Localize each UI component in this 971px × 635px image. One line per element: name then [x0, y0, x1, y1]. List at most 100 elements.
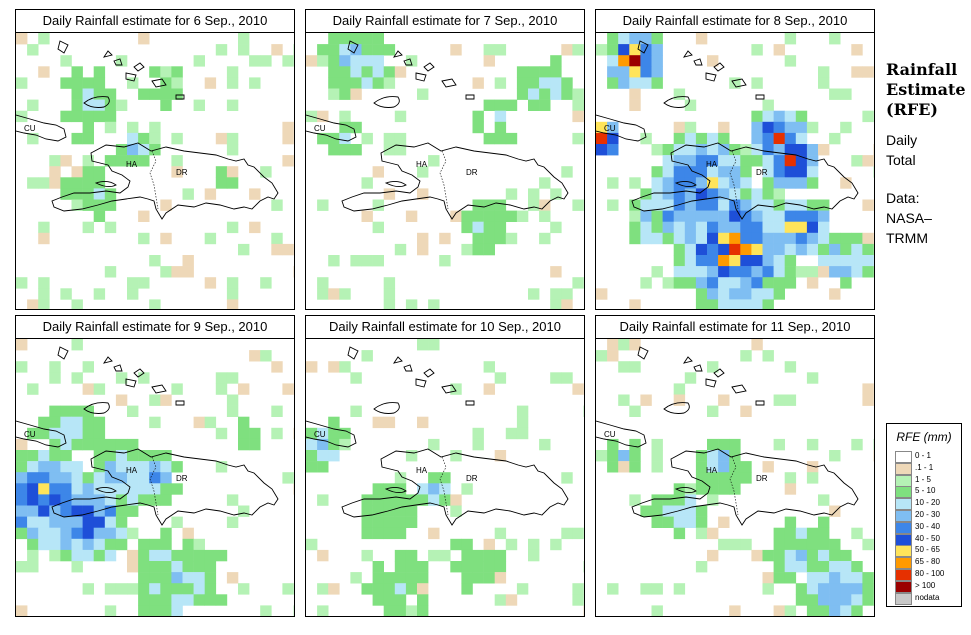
rainfall-cell [483, 361, 495, 373]
rainfall-cell [740, 155, 752, 167]
rainfall-cell [784, 144, 797, 156]
rainfall-cell [806, 210, 819, 222]
rainfall-cell [372, 505, 384, 517]
rainfall-cell [417, 416, 429, 429]
rainfall-cell [818, 66, 830, 78]
rainfall-cell [472, 427, 484, 440]
rainfall-cell [350, 144, 362, 156]
rainfall-cell [49, 372, 61, 384]
rainfall-cell [16, 277, 28, 289]
rainfall-cell [16, 438, 28, 451]
rainfall-cell [115, 483, 128, 495]
rainfall-cell [729, 232, 741, 245]
rainfall-cell [729, 438, 741, 451]
rainfall-cell [461, 583, 473, 595]
rainfall-cell [104, 549, 117, 562]
rainfall-cell [394, 66, 407, 78]
rainfall-cell [773, 255, 785, 267]
rainfall-cell [171, 594, 183, 606]
rainfall-cell [383, 594, 396, 606]
bahamas-island [133, 62, 145, 72]
rainfall-cell [417, 88, 429, 100]
rainfall-cell [651, 505, 663, 517]
rainfall-cell [773, 110, 785, 123]
rainfall-cell [115, 461, 128, 473]
bahamas-island [102, 356, 113, 364]
rainfall-cell [773, 266, 785, 278]
rainfall-cell [138, 33, 150, 45]
rainfall-cell [115, 99, 128, 111]
rainfall-cell [16, 33, 28, 45]
rainfall-cell [494, 450, 507, 462]
rainfall-cell [383, 494, 396, 506]
rainfall-cell [306, 450, 318, 462]
rainfall-cell [215, 594, 228, 606]
rainfall-cell [372, 483, 384, 495]
rainfall-cell [372, 594, 384, 606]
rainfall-cell [193, 561, 205, 573]
rainfall-cell [160, 572, 172, 584]
bahamas-island [423, 368, 435, 378]
rainfall-cell [405, 494, 418, 506]
rainfall-cell [317, 288, 329, 300]
rainfall-cell [762, 583, 774, 595]
rainfall-cell [339, 438, 351, 451]
rainfall-cell [138, 210, 150, 222]
rainfall-cell [762, 277, 774, 289]
rainfall-cell [695, 461, 708, 473]
rainfall-cell [450, 210, 462, 222]
bahamas-island [392, 50, 403, 58]
rainfall-cell [226, 221, 239, 234]
rainfall-cell [361, 549, 373, 562]
rainfall-cell [618, 55, 630, 67]
rainfall-cell [383, 416, 396, 429]
rainfall-cell [773, 394, 785, 406]
rainfall-cell [115, 538, 128, 551]
title-line: (RFE) [886, 100, 938, 119]
rainfall-cell [862, 110, 874, 123]
rainfall-cell [49, 438, 61, 451]
rainfall-cell [673, 494, 686, 506]
rainfall-cell [707, 450, 719, 462]
rainfall-cell [840, 121, 852, 134]
rainfall-cell [160, 527, 172, 540]
rainfall-cell [505, 427, 518, 440]
rainfall-cell [127, 561, 139, 573]
rainfall-cell [684, 221, 697, 234]
rainfall-cell [71, 88, 83, 100]
rainfall-cell [684, 144, 697, 156]
rainfall-cell [673, 166, 686, 178]
rainfall-cell [751, 232, 763, 245]
rainfall-grid: CU HA DR [596, 339, 874, 616]
rainfall-cell [806, 561, 819, 573]
rainfall-cell [740, 210, 752, 222]
rainfall-cell [27, 177, 39, 189]
rainfall-cell [38, 299, 50, 309]
rainfall-cell [204, 572, 217, 584]
rainfall-cell [282, 243, 294, 256]
rainfall-cell [729, 483, 741, 495]
rainfall-cell [729, 210, 741, 222]
rainfall-cell [93, 166, 106, 178]
rainfall-cell [550, 288, 562, 300]
rainfall-cell [651, 144, 663, 156]
rainfall-cell [773, 121, 785, 134]
source-line: TRMM [886, 230, 928, 246]
rainfall-grid: CU HA DR [306, 33, 584, 309]
rainfall-cell [394, 144, 407, 156]
rainfall-cell [550, 299, 562, 309]
rainfall-cell [417, 494, 429, 506]
rainfall-cell [428, 299, 440, 309]
rainfall-cell [762, 210, 774, 222]
rainfall-cell [149, 416, 161, 429]
rainfall-cell [461, 210, 473, 222]
rainfall-cell [818, 605, 830, 616]
rainfall-cell [873, 450, 874, 462]
rainfall-cell [707, 266, 719, 278]
dr-label: DR [176, 474, 188, 483]
rainfall-cell [282, 55, 294, 67]
panel-title: Daily Rainfall estimate for 6 Sep., 2010 [15, 9, 295, 33]
rainfall-cell [607, 55, 619, 67]
haiti-label: HA [416, 466, 428, 475]
rainfall-cell [260, 166, 272, 178]
